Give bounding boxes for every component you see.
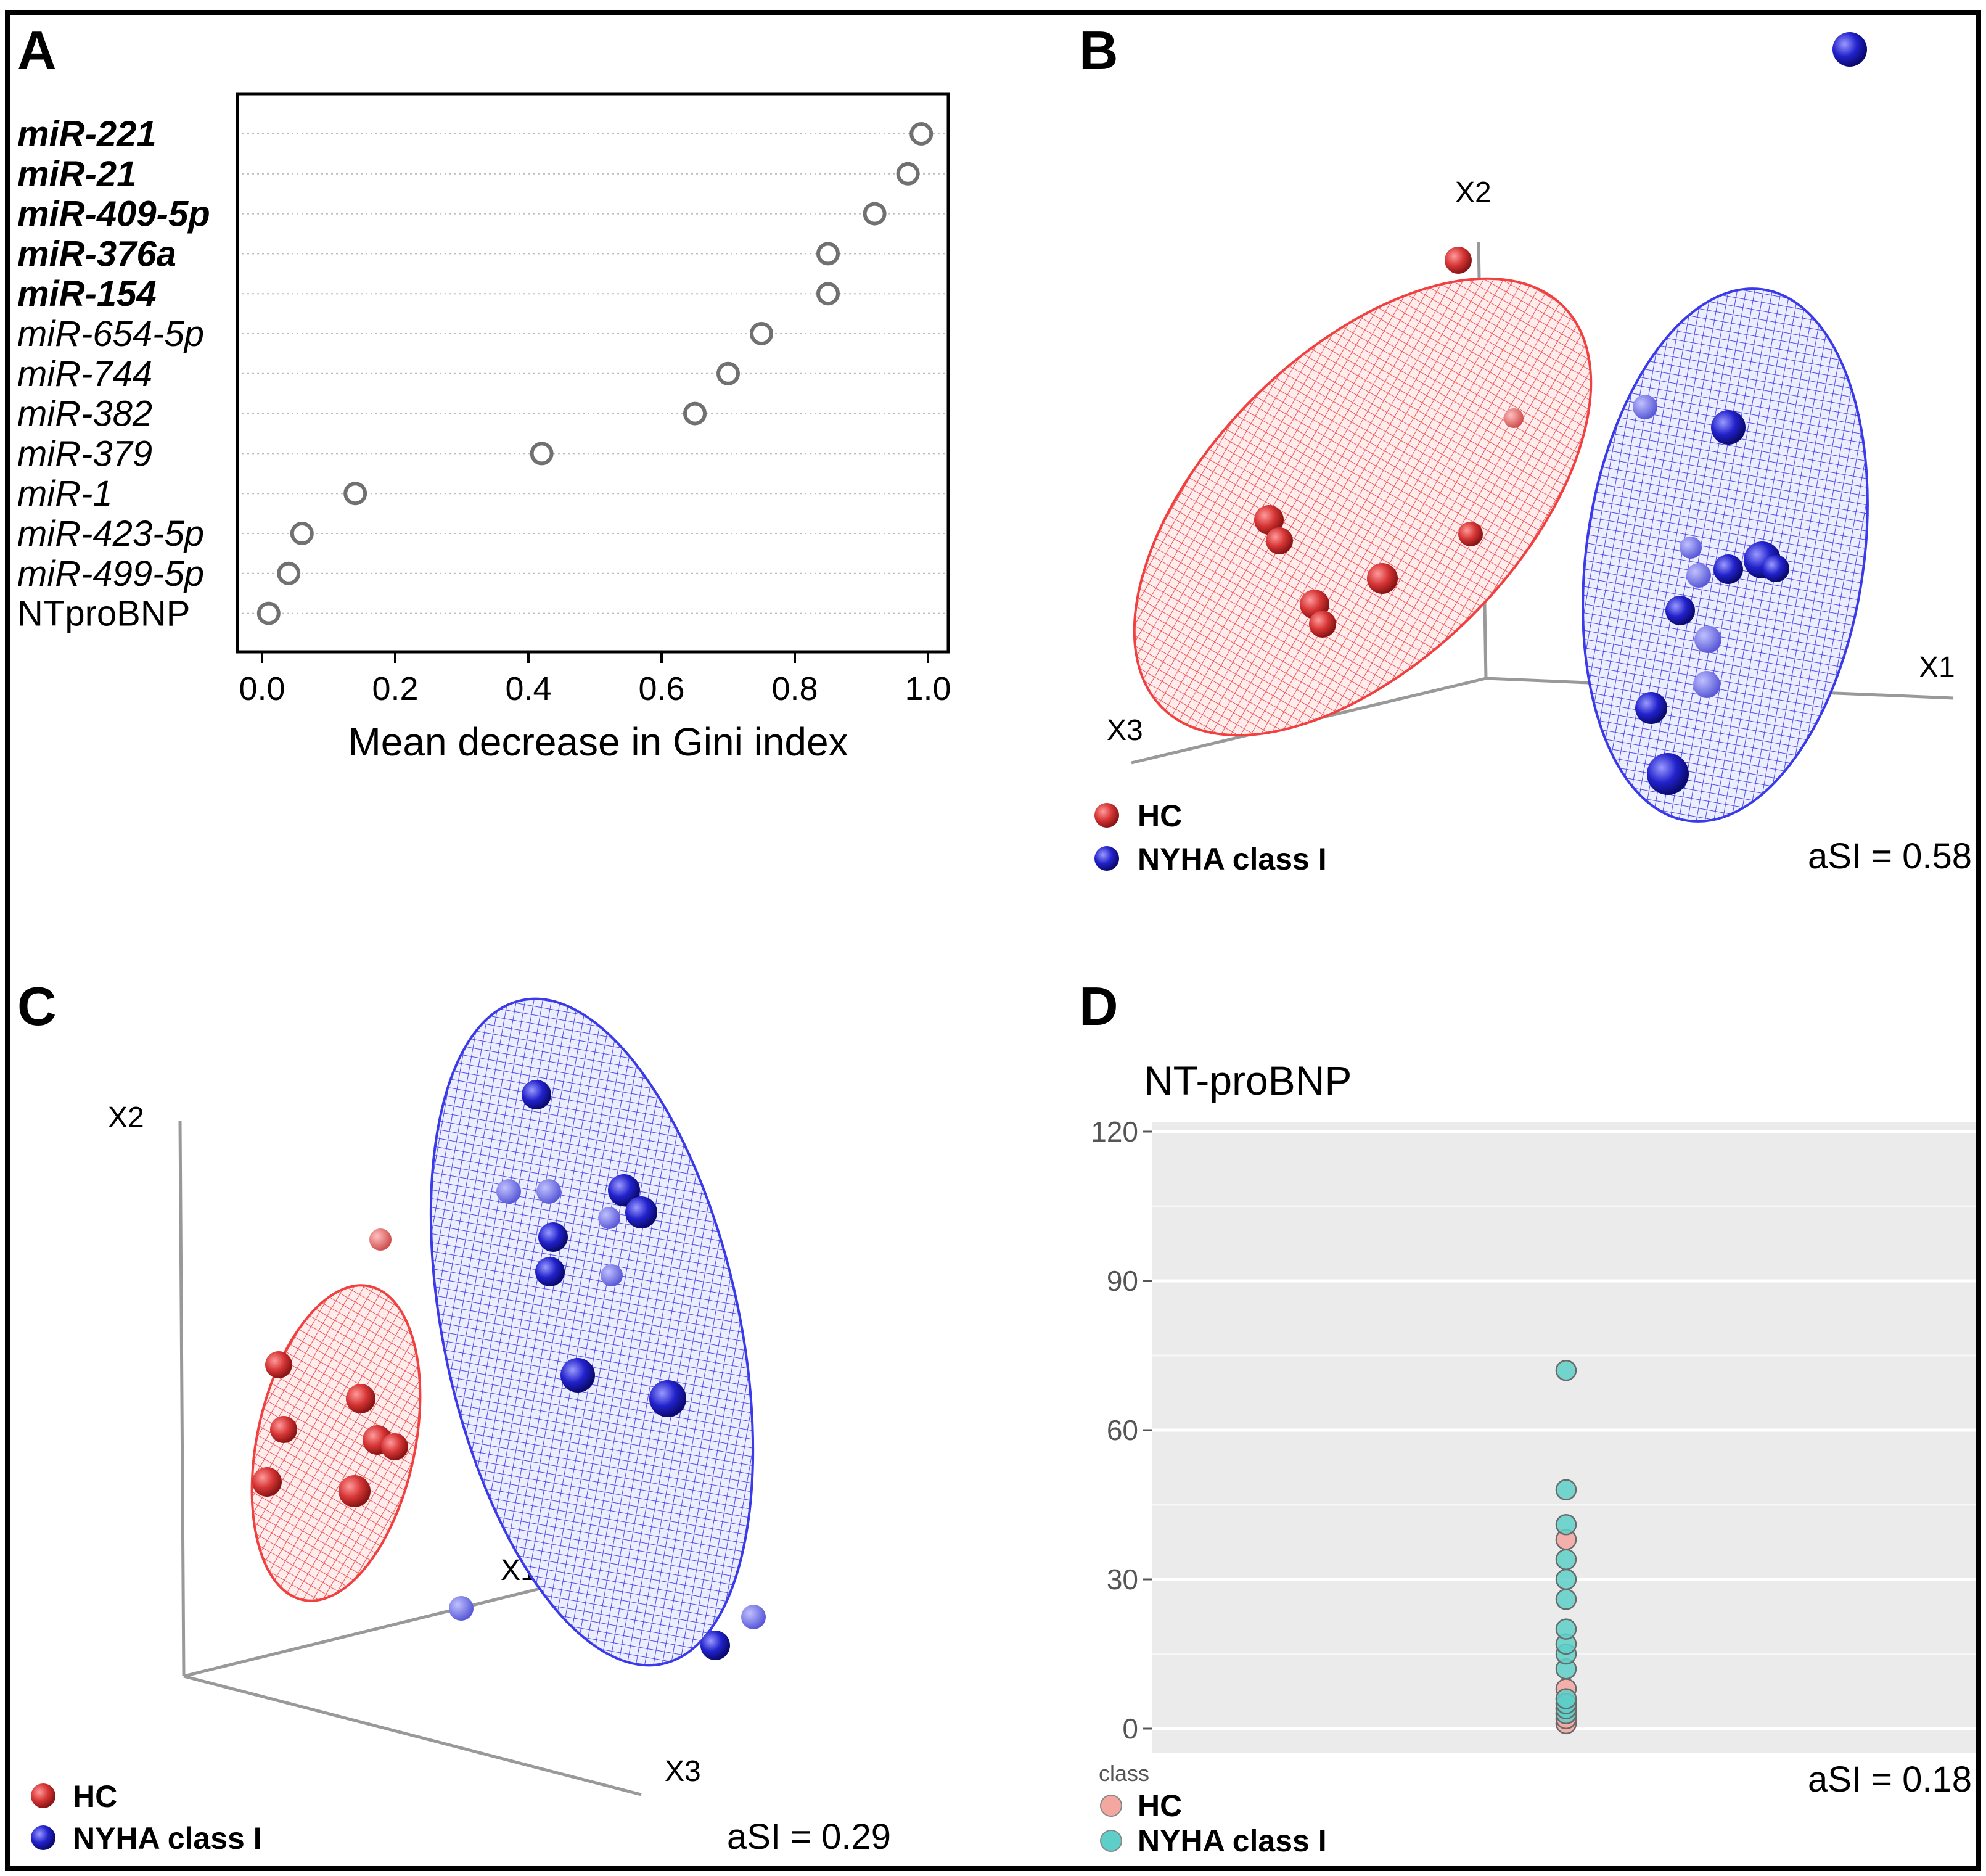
data-point bbox=[1555, 1568, 1577, 1590]
category-label: miR-499-5p bbox=[17, 554, 204, 594]
panel-d-legend: class HC NYHA class I bbox=[1099, 1761, 1327, 1858]
panel-a-label: A bbox=[17, 20, 57, 81]
data-point bbox=[750, 322, 773, 345]
panel-c-axis-x2 bbox=[178, 1121, 186, 1677]
data-point bbox=[1555, 1618, 1577, 1640]
panel-c-legend-nyha-marker bbox=[31, 1825, 55, 1850]
panel-b-legend-hc-marker bbox=[1094, 803, 1119, 828]
y-tick-label: 0 bbox=[1122, 1713, 1138, 1745]
data-point bbox=[716, 361, 740, 385]
panel-c-hc-points bbox=[252, 1228, 408, 1507]
data-point bbox=[683, 401, 707, 426]
panel-b-label: B bbox=[1079, 20, 1118, 81]
panel-c-legend-hc-marker bbox=[31, 1783, 55, 1808]
panel-c-axis-x3-label: X3 bbox=[665, 1755, 701, 1788]
category-label: miR-1 bbox=[17, 474, 113, 514]
category-label: miR-154 bbox=[17, 274, 157, 314]
panel-b-legend: HC NYHA class I bbox=[1094, 799, 1327, 876]
data-point bbox=[1555, 1688, 1577, 1709]
panel-b-asi: aSI = 0.58 bbox=[1808, 836, 1972, 876]
category-label: miR-376a bbox=[17, 234, 176, 274]
panel-d-legend-hc-marker bbox=[1100, 1795, 1122, 1817]
panel-b-axis-x1-label: X1 bbox=[1919, 651, 1955, 684]
x-tick-label: 0.8 bbox=[771, 670, 818, 707]
data-point bbox=[256, 601, 281, 625]
data-point bbox=[909, 122, 934, 146]
data-point bbox=[863, 202, 887, 226]
category-label: miR-409-5p bbox=[17, 194, 210, 234]
data-point bbox=[290, 522, 314, 545]
panel-d-label: D bbox=[1079, 976, 1118, 1037]
panel-c-axis-x3 bbox=[183, 1674, 642, 1796]
x-tick-label: 0.0 bbox=[239, 670, 285, 707]
panel-c-nyha-points bbox=[449, 1080, 766, 1660]
panel-c-hc-ellipsoid bbox=[234, 1270, 444, 1616]
category-label: miR-423-5p bbox=[17, 514, 204, 554]
y-tick-label: 120 bbox=[1091, 1116, 1138, 1148]
panel-a: A miR-221miR-21miR-409-5pmiR-376amiR-154… bbox=[17, 20, 951, 764]
category-label: miR-382 bbox=[17, 394, 152, 434]
panel-a-gridlines bbox=[237, 133, 948, 614]
panel-b-axis-x2-label: X2 bbox=[1455, 176, 1492, 209]
x-tick-label: 1.0 bbox=[905, 670, 951, 707]
panel-c-legend-hc-label: HC bbox=[73, 1779, 117, 1814]
y-tick-label: 90 bbox=[1107, 1265, 1138, 1297]
panel-c-legend-nyha-label: NYHA class I bbox=[73, 1821, 262, 1856]
panel-c-axis-x2-label: X2 bbox=[108, 1101, 144, 1134]
panel-d-legend-nyha-label: NYHA class I bbox=[1138, 1824, 1327, 1858]
panel-d-legend-nyha-marker bbox=[1100, 1830, 1122, 1852]
panel-c-asi: aSI = 0.29 bbox=[727, 1817, 891, 1857]
category-label: miR-221 bbox=[17, 114, 157, 154]
panel-d-legend-title: class bbox=[1099, 1761, 1149, 1786]
panel-b-legend-hc-label: HC bbox=[1138, 799, 1182, 833]
data-point bbox=[277, 561, 301, 585]
panel-c-label: C bbox=[17, 976, 57, 1037]
data-point bbox=[816, 282, 840, 306]
panel-d-asi: aSI = 0.18 bbox=[1808, 1759, 1972, 1800]
x-tick-label: 0.4 bbox=[505, 670, 551, 707]
y-tick-label: 60 bbox=[1107, 1414, 1138, 1446]
category-label: miR-654-5p bbox=[17, 314, 204, 354]
category-label: miR-744 bbox=[17, 354, 152, 394]
data-point bbox=[1555, 1589, 1577, 1610]
panel-d-title: NT-proBNP bbox=[1144, 1058, 1352, 1103]
x-tick-label: 0.6 bbox=[638, 670, 684, 707]
panel-b-legend-nyha-marker bbox=[1094, 846, 1119, 871]
panel-a-x-ticks: 0.0 0.2 0.4 0.6 0.8 1.0 bbox=[239, 652, 951, 707]
data-point bbox=[1555, 1549, 1577, 1570]
panel-b-nyha-points bbox=[1633, 32, 1867, 795]
panel-c-axis-x1 bbox=[183, 1586, 543, 1678]
figure-frame bbox=[5, 10, 1981, 1871]
data-point bbox=[1555, 1514, 1577, 1536]
data-point bbox=[1555, 1479, 1577, 1501]
category-label: miR-21 bbox=[17, 154, 136, 194]
panel-d-y-ticks: 0 30 60 90 120 bbox=[1091, 1116, 1152, 1745]
panel-a-plot-frame bbox=[236, 92, 950, 654]
panel-c-legend: HC NYHA class I bbox=[31, 1779, 262, 1856]
category-label: NTproBNP bbox=[17, 594, 190, 634]
panel-a-x-axis-title: Mean decrease in Gini index bbox=[348, 720, 848, 764]
y-tick-label: 30 bbox=[1107, 1563, 1138, 1595]
panel-b-hc-points bbox=[1254, 247, 1524, 638]
category-label: miR-379 bbox=[17, 434, 152, 474]
panel-c: C X2 X1 X3 bbox=[17, 974, 891, 1857]
panel-b-axis-x3-label: X3 bbox=[1107, 714, 1143, 747]
panel-d-legend-hc-label: HC bbox=[1138, 1788, 1182, 1823]
data-point bbox=[816, 242, 840, 266]
panel-d-points bbox=[1555, 1359, 1577, 1735]
data-point bbox=[896, 162, 920, 186]
panel-b-legend-nyha-label: NYHA class I bbox=[1138, 842, 1327, 876]
panel-a-category-labels: miR-221miR-21miR-409-5pmiR-376amiR-154mi… bbox=[17, 114, 210, 634]
panel-d: D NT-proBNP 0 30 60 90 120 class HC NYHA cla… bbox=[1079, 976, 1976, 1858]
x-tick-label: 0.2 bbox=[372, 670, 418, 707]
panel-b: B X2 X1 X3 bbox=[1052, 20, 1972, 876]
panel-a-points bbox=[256, 122, 934, 625]
data-point bbox=[1555, 1359, 1577, 1381]
data-point bbox=[343, 482, 367, 506]
data-point bbox=[530, 442, 554, 466]
panel-c-nyha-ellipsoid bbox=[419, 974, 765, 1690]
